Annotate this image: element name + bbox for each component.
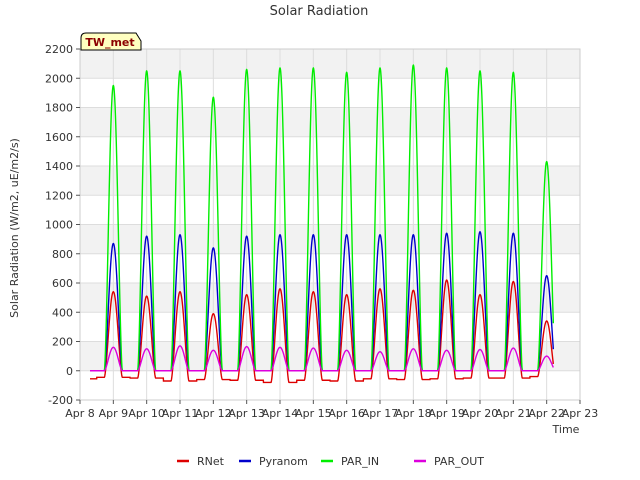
y-tick-label: 600	[52, 277, 73, 290]
y-tick-label: 1600	[45, 131, 73, 144]
plot-background	[80, 49, 580, 371]
legend-label: PAR_OUT	[434, 455, 484, 468]
grid-band	[80, 166, 580, 196]
y-tick-label: 1000	[45, 219, 73, 232]
x-tick-label: Apr 10	[128, 407, 165, 420]
legend-item: PAR_OUT	[414, 455, 484, 468]
x-tick-label: Apr 14	[262, 407, 299, 420]
x-tick-label: Apr 15	[295, 407, 332, 420]
x-tick-label: Apr 21	[495, 407, 532, 420]
grid-band	[80, 107, 580, 137]
y-axis-ticks: -200 0 200 400 600 800 1000 1200 1400 1600 1800 200…	[45, 43, 80, 407]
y-axis-label: Solar Radiation (W/m2, uE/m2/s)	[8, 138, 21, 318]
x-tick-label: Apr 9	[99, 407, 129, 420]
grid-band	[80, 49, 580, 79]
grid-band	[80, 224, 580, 254]
legend-label: RNet	[197, 455, 225, 468]
y-tick-label: 2200	[45, 43, 73, 56]
x-tick-label: Apr 16	[328, 407, 365, 420]
y-tick-label: 0	[66, 365, 73, 378]
badge-shape	[80, 32, 142, 51]
legend-label: Pyranom	[259, 455, 308, 468]
legend: RNet Pyranom PAR_IN PAR_OUT	[177, 455, 484, 468]
y-tick-label: 400	[52, 306, 73, 319]
x-tick-label: Apr 12	[195, 407, 232, 420]
y-tick-label: 2000	[45, 72, 73, 85]
series-lines	[90, 64, 555, 384]
badge-label: TW_met	[85, 36, 134, 49]
grid-lines	[79, 48, 581, 401]
grid-band	[80, 283, 580, 313]
x-tick-label: Apr 13	[228, 407, 265, 420]
x-tick-label: Apr 17	[362, 407, 399, 420]
y-tick-label: 200	[52, 336, 73, 349]
y-tick-label: -200	[48, 394, 73, 407]
x-tick-label: Apr 22	[528, 407, 565, 420]
legend-item: Pyranom	[239, 455, 308, 468]
x-tick-label: Apr 8	[65, 407, 95, 420]
x-axis-label: Time	[552, 423, 580, 436]
series-line-par-out	[90, 345, 554, 372]
series-line-rnet	[90, 279, 555, 384]
x-tick-label: Apr 23	[562, 407, 599, 420]
x-tick-label: Apr 20	[462, 407, 499, 420]
x-tick-label: Apr 11	[162, 407, 199, 420]
legend-label: PAR_IN	[341, 455, 379, 468]
y-tick-label: 1800	[45, 102, 73, 115]
grid-band	[80, 341, 580, 371]
x-tick-label: Apr 18	[395, 407, 432, 420]
station-badge: TW_met	[80, 32, 142, 51]
x-tick-label: Apr 19	[428, 407, 465, 420]
y-tick-label: 1200	[45, 189, 73, 202]
y-tick-label: 1400	[45, 160, 73, 173]
y-tick-label: 800	[52, 248, 73, 261]
legend-item: RNet	[177, 455, 225, 468]
chart-title: Solar Radiation	[270, 4, 369, 19]
legend-item: PAR_IN	[321, 455, 379, 468]
